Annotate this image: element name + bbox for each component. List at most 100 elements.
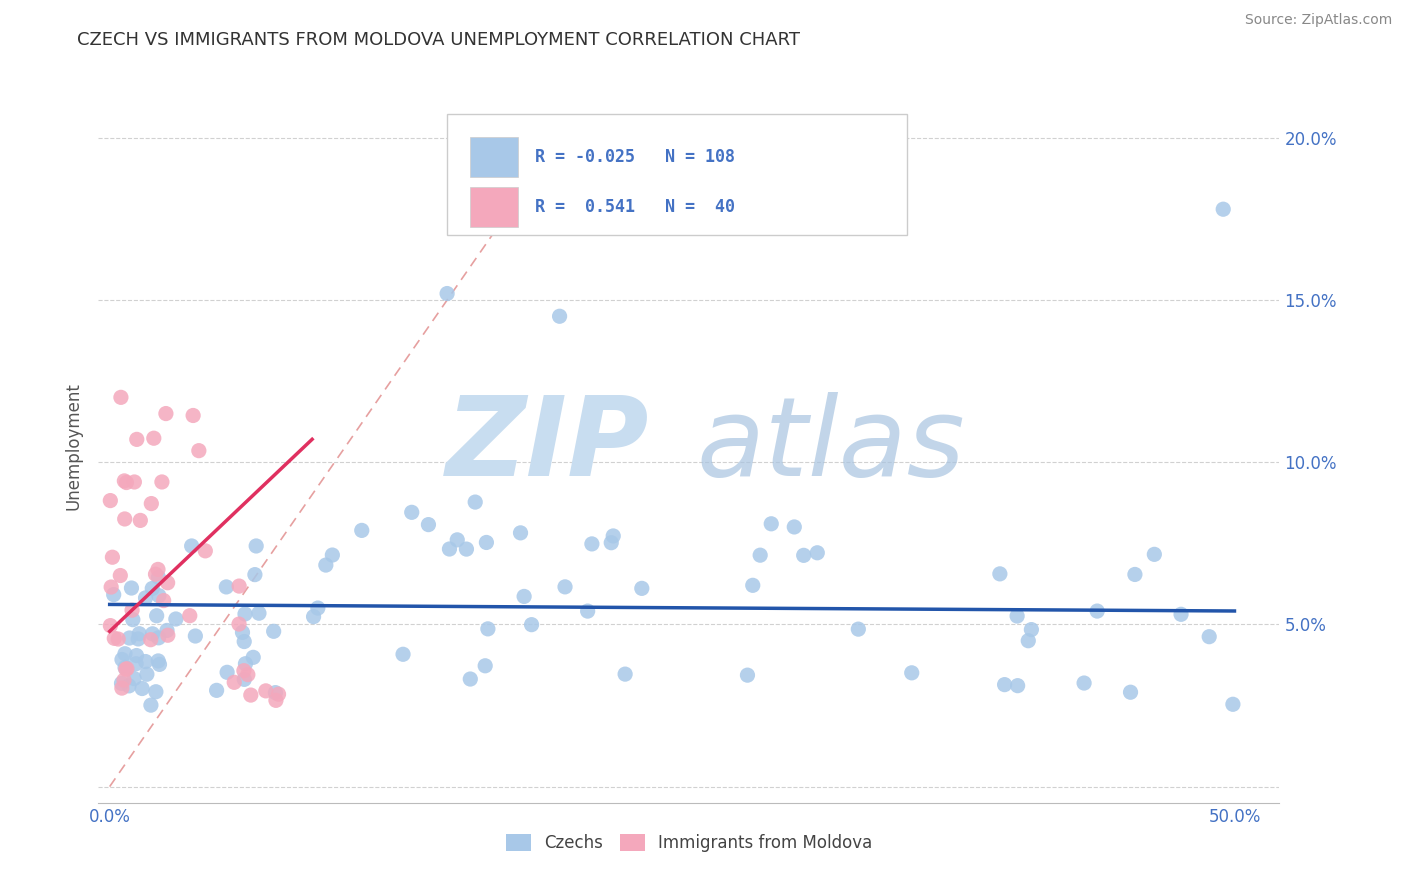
Point xyxy=(263,624,285,639)
Point xyxy=(228,617,250,632)
Point xyxy=(1007,679,1029,693)
Point xyxy=(602,529,624,543)
Point xyxy=(247,606,270,620)
Point xyxy=(245,539,267,553)
Point xyxy=(1198,630,1220,644)
Point xyxy=(513,590,536,604)
Y-axis label: Unemployment: Unemployment xyxy=(65,382,83,510)
Point xyxy=(139,698,162,713)
FancyBboxPatch shape xyxy=(471,187,517,227)
Point xyxy=(474,658,496,673)
Point xyxy=(436,286,458,301)
Point xyxy=(233,607,256,621)
Point xyxy=(112,474,135,488)
Point xyxy=(1170,607,1192,622)
Point xyxy=(150,475,173,489)
Point xyxy=(439,541,461,556)
Point xyxy=(267,687,290,701)
Point xyxy=(115,662,138,676)
Point xyxy=(148,657,170,672)
Point xyxy=(156,628,179,642)
Point xyxy=(264,693,287,707)
Point xyxy=(233,673,256,687)
Point xyxy=(581,537,603,551)
Point xyxy=(236,667,259,681)
Point xyxy=(741,578,763,592)
Point xyxy=(600,535,623,549)
Point xyxy=(107,632,129,646)
Point xyxy=(122,672,145,686)
Point xyxy=(1073,676,1095,690)
Point xyxy=(194,544,217,558)
Point xyxy=(148,570,170,584)
Point xyxy=(124,475,146,489)
Point xyxy=(114,647,136,661)
Point xyxy=(148,631,170,645)
Point xyxy=(1222,698,1244,712)
Point xyxy=(1212,202,1234,217)
Point xyxy=(233,634,256,648)
Point xyxy=(111,681,134,695)
Point xyxy=(179,608,201,623)
Point xyxy=(181,409,204,423)
Point xyxy=(145,685,167,699)
Point xyxy=(614,667,637,681)
Point xyxy=(477,622,499,636)
Point xyxy=(783,520,806,534)
Point xyxy=(307,601,329,615)
Point xyxy=(239,688,262,702)
Point xyxy=(110,390,132,404)
Text: ZIP: ZIP xyxy=(446,392,650,500)
Point xyxy=(321,548,343,562)
Point xyxy=(98,493,121,508)
Point xyxy=(242,650,264,665)
Point xyxy=(554,580,576,594)
Point xyxy=(165,612,187,626)
Point xyxy=(793,549,815,563)
Point xyxy=(446,533,468,547)
Point xyxy=(141,627,163,641)
Point xyxy=(988,566,1011,581)
Point xyxy=(121,613,143,627)
Point xyxy=(115,475,138,490)
Point xyxy=(458,672,481,686)
Point xyxy=(103,632,125,646)
Text: Source: ZipAtlas.com: Source: ZipAtlas.com xyxy=(1244,13,1392,28)
Point xyxy=(1119,685,1142,699)
Point xyxy=(232,664,254,678)
Point xyxy=(475,535,498,549)
Point xyxy=(1123,567,1146,582)
Point xyxy=(141,497,163,511)
Point xyxy=(205,683,228,698)
Point xyxy=(846,622,869,636)
Point xyxy=(125,433,148,447)
Point xyxy=(101,550,124,565)
Point xyxy=(315,558,337,572)
Point xyxy=(125,657,148,671)
Point xyxy=(464,495,486,509)
Point xyxy=(350,524,373,538)
Point xyxy=(900,665,922,680)
Point xyxy=(243,567,266,582)
Point xyxy=(135,591,157,605)
Point xyxy=(131,681,153,696)
Point xyxy=(187,443,209,458)
Point xyxy=(127,632,149,646)
Point xyxy=(141,582,163,596)
Point xyxy=(129,513,152,527)
Point xyxy=(761,516,783,531)
Point xyxy=(111,652,134,666)
Point xyxy=(148,654,170,668)
Text: R =  0.541   N =  40: R = 0.541 N = 40 xyxy=(536,198,735,216)
Point xyxy=(235,657,257,671)
Point xyxy=(180,539,202,553)
Point xyxy=(576,604,599,618)
Point xyxy=(224,675,246,690)
Point xyxy=(302,609,325,624)
Point xyxy=(114,660,136,674)
Point xyxy=(994,678,1017,692)
Point xyxy=(1085,604,1108,618)
Point xyxy=(1021,623,1043,637)
Point xyxy=(217,665,239,680)
FancyBboxPatch shape xyxy=(471,137,517,177)
